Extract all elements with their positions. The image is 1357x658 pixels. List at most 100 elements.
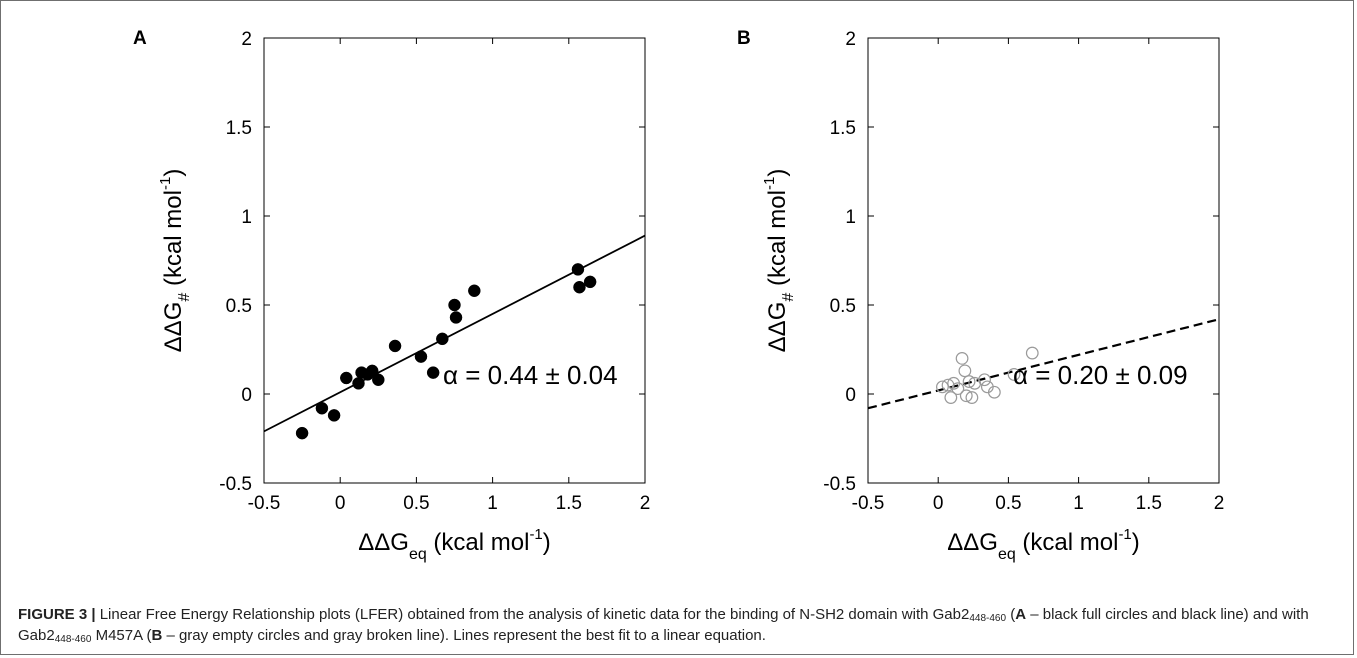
panel-b-y-title-unit: (kcal mol [764, 190, 791, 293]
panel-a-data-point [414, 350, 428, 363]
panel-b-plot-area [867, 37, 1220, 484]
panel-a-data-point [448, 298, 461, 312]
panel-b-y-axis-title: ΔΔG# (kcal mol-1) [761, 169, 797, 353]
panel-b-x-tick-label: 1 [1073, 493, 1084, 514]
panel-a-x-tick-label: 1.5 [556, 493, 582, 514]
panel-a-y-tick-label: 0.5 [226, 296, 252, 317]
panel-a-y-title-sub: # [176, 293, 193, 302]
panel-b-data-point [958, 364, 972, 378]
panel-a-x-tick-label: 1 [487, 493, 498, 514]
figure-caption: FIGURE 3 | Linear Free Energy Relationsh… [18, 604, 1338, 646]
panel-b-data-point [936, 380, 949, 394]
panel-a-y-title-sup: -1 [157, 177, 174, 190]
panel-b-y-title-main: ΔΔG [764, 302, 791, 353]
panel-a-x-title-sub: eq [409, 546, 427, 563]
panel-b-x-tick-label: 0.5 [995, 493, 1021, 514]
panel-b-y-tick-label: -0.5 [823, 474, 856, 495]
panel-a-data-point [573, 280, 586, 294]
panel-b-x-title-close: ) [1132, 529, 1140, 556]
panel-a-x-axis-title: ΔΔGeq (kcal mol-1) [358, 526, 551, 563]
caption-text-5: – gray empty circles and gray broken lin… [162, 627, 766, 644]
panel-a-x-title-unit: (kcal mol [427, 529, 530, 556]
panel-a-y-title-close: ) [160, 169, 187, 177]
panel-a-y-title-main: ΔΔG [160, 302, 187, 353]
panel-a-data-point [352, 377, 365, 390]
panel-b-x-tick-label: 0 [933, 493, 944, 514]
caption-figure-label: FIGURE 3 | [18, 606, 96, 623]
caption-sub-2: 448-460 [54, 634, 92, 645]
panel-b-x-title-sup: -1 [1118, 526, 1131, 543]
panel-b-alpha-annotation: α = 0.20 ± 0.09 [1013, 360, 1188, 390]
panel-a-y-tick-label: 1.5 [226, 118, 252, 139]
panel-b-x-axis-title: ΔΔGeq (kcal mol-1) [947, 526, 1140, 563]
caption-text-4: M457A ( [91, 627, 152, 644]
panel-b-data-point [1025, 346, 1039, 360]
panel-a-data-point [449, 311, 463, 324]
panel-a-data-point [583, 275, 597, 289]
caption-panel-b-ref: B [151, 627, 163, 644]
panel-b-y-tick-label: 0 [845, 385, 856, 406]
caption-text-1: Linear Free Energy Relationship plots (L… [95, 606, 970, 623]
panel-a-x-tick-label: 2 [640, 493, 651, 514]
panel-b-x-title-main: ΔΔG [947, 529, 998, 556]
panel-a-data-point [426, 366, 440, 379]
panel-a-data-point [388, 339, 402, 353]
panel-a-y-title-unit: (kcal mol [160, 190, 187, 293]
caption-panel-a-ref: A [1015, 606, 1027, 623]
panel-b-data-point [965, 391, 979, 404]
panel-b-y-tick-label: 1.5 [830, 118, 856, 139]
panel-a-x-title-sup: -1 [529, 526, 542, 543]
panel-a-x-tick-label: 0.5 [403, 493, 429, 514]
panel-b-x-tick-label: -0.5 [852, 493, 885, 514]
panel-a-data-point [372, 373, 385, 387]
panel-b-x-title-unit: (kcal mol [1016, 529, 1119, 556]
panel-b-x-title-sub: eq [998, 546, 1016, 563]
panel-b-data-point [1007, 368, 1021, 381]
panel-b-data-point [962, 375, 976, 388]
panel-a-x-tick-label: -0.5 [248, 493, 281, 514]
panel-a-alpha-annotation: α = 0.44 ± 0.04 [443, 360, 618, 390]
panel-a-data-point [340, 371, 353, 385]
panel-b-data-point [944, 391, 958, 404]
panel-a-y-tick-label: -0.5 [219, 474, 252, 495]
panel-a-y-tick-label: 0 [241, 385, 252, 406]
panel-a-plot-area [263, 37, 646, 484]
panel-a-data-point [315, 401, 329, 415]
panel-a-data-point [365, 364, 379, 378]
panel-a-x-tick-label: 0 [335, 493, 346, 514]
panel-a-data-point [295, 426, 309, 440]
panel-a-x-title-main: ΔΔG [358, 529, 409, 556]
panel-b-data-point [959, 389, 973, 403]
panel-b-label: B [737, 28, 751, 49]
panel-b-data-point [955, 352, 969, 365]
panel-a-fit-line [263, 234, 646, 433]
panel-b-y-tick-label: 0.5 [830, 296, 856, 317]
panel-b-data-point [951, 382, 965, 396]
caption-text-2: ( [1006, 606, 1016, 623]
panel-b-y-title-close: ) [764, 169, 791, 177]
panel-a-data-point [571, 263, 585, 276]
panel-b-fit-line [867, 318, 1220, 410]
panel-a-y-tick-label: 1 [241, 207, 252, 228]
panel-b-data-point [987, 385, 1001, 399]
panel-b-y-tick-label: 2 [845, 29, 856, 50]
caption-text-3: – black full circles and black line) and… [18, 606, 1309, 644]
panel-b-x-tick-label: 2 [1214, 493, 1225, 514]
panel-a-data-point [468, 284, 481, 298]
panel-a-data-point [327, 409, 341, 422]
panel-a-y-axis-title: ΔΔG# (kcal mol-1) [157, 169, 193, 353]
panel-b-y-title-sup: -1 [761, 177, 778, 190]
panel-a-x-title-close: ) [543, 529, 551, 556]
panel-b-y-title-sub: # [780, 293, 797, 302]
panel-a-y-tick-label: 2 [241, 29, 252, 50]
caption-sub-1: 448-460 [969, 613, 1007, 624]
panel-b-data-point [978, 373, 991, 387]
panel-a-label: A [133, 28, 147, 49]
panel-a-data-point [436, 332, 449, 346]
panel-b-y-tick-label: 1 [845, 207, 856, 228]
panel-b-x-tick-label: 1.5 [1136, 493, 1162, 514]
